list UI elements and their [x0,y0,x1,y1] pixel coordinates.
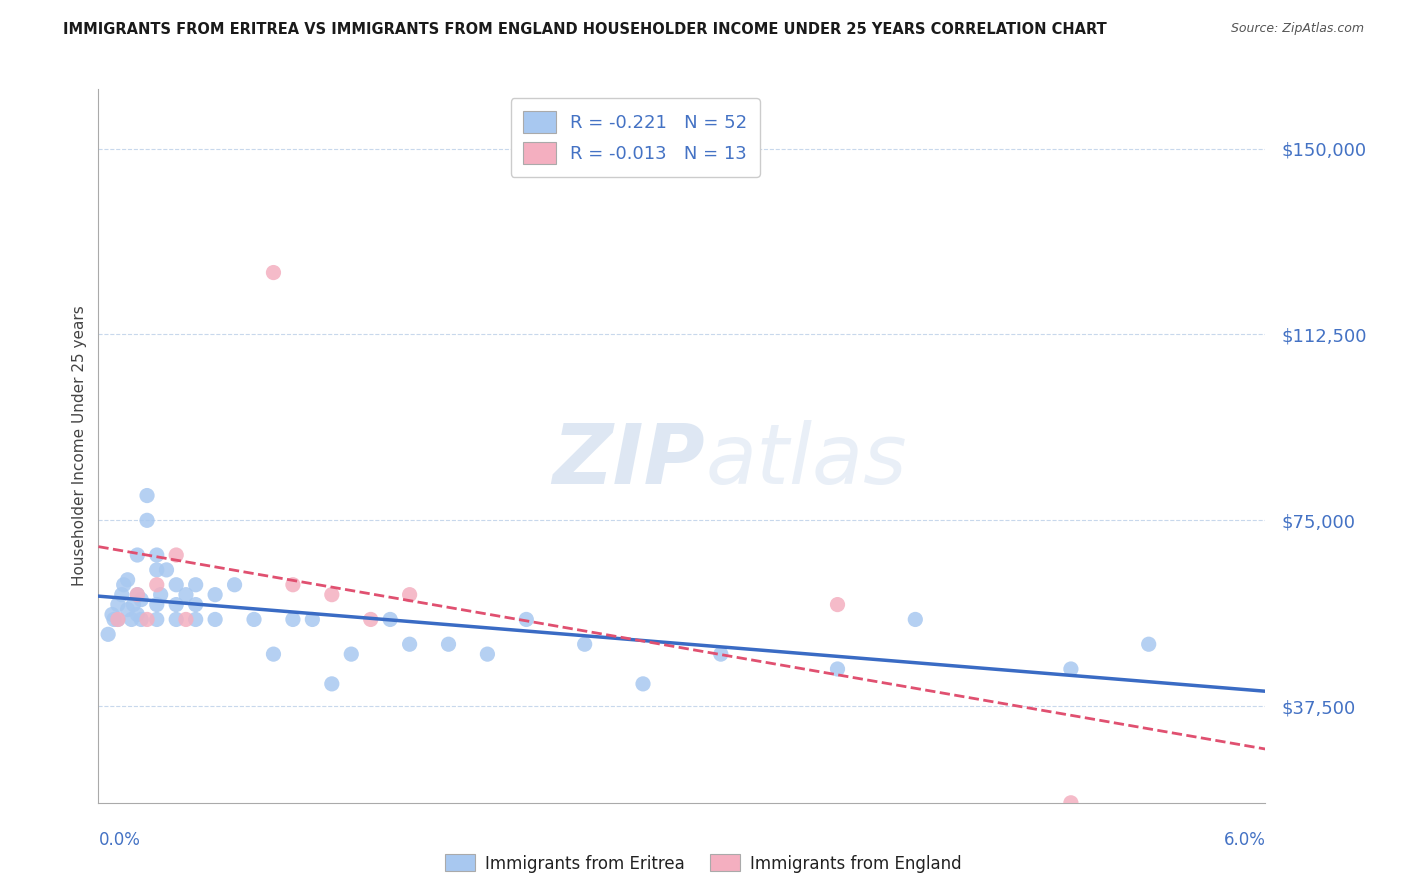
Y-axis label: Householder Income Under 25 years: Householder Income Under 25 years [72,306,87,586]
Point [146,598,169,612]
Point [340,647,363,661]
Point [111,588,134,602]
Point [262,647,284,661]
Point [437,637,460,651]
Point [165,578,187,592]
Point [243,612,266,626]
Point [184,612,207,626]
Point [301,612,323,626]
Point [1060,796,1083,810]
Point [574,637,596,651]
Point [149,588,172,602]
Point [146,578,169,592]
Point [631,677,654,691]
Point [127,588,149,602]
Point [117,602,139,616]
Point [204,588,226,602]
Point [827,662,849,676]
Point [262,266,284,280]
Point [477,647,499,661]
Point [146,548,169,562]
Legend: Immigrants from Eritrea, Immigrants from England: Immigrants from Eritrea, Immigrants from… [439,847,967,880]
Point [107,612,129,626]
Point [165,612,187,626]
Text: IMMIGRANTS FROM ERITREA VS IMMIGRANTS FROM ENGLAND HOUSEHOLDER INCOME UNDER 25 Y: IMMIGRANTS FROM ERITREA VS IMMIGRANTS FR… [63,22,1107,37]
Point [127,607,149,622]
Text: atlas: atlas [706,420,907,500]
Point [117,573,139,587]
Legend: R = -0.221   N = 52, R = -0.013   N = 13: R = -0.221 N = 52, R = -0.013 N = 13 [510,98,759,177]
Point [97,627,120,641]
Point [129,592,152,607]
Point [827,598,849,612]
Point [281,612,304,626]
Point [146,612,169,626]
Point [1137,637,1160,651]
Point [321,677,343,691]
Point [904,612,927,626]
Point [281,578,304,592]
Text: 6.0%: 6.0% [1223,831,1265,849]
Point [103,612,125,626]
Point [360,612,382,626]
Point [101,607,124,622]
Point [121,612,143,626]
Point [107,598,129,612]
Text: ZIP: ZIP [553,420,706,500]
Point [122,598,145,612]
Point [136,513,159,527]
Point [165,548,187,562]
Point [204,612,226,626]
Point [174,588,197,602]
Point [380,612,402,626]
Point [224,578,246,592]
Point [1060,662,1083,676]
Point [398,637,420,651]
Point [321,588,343,602]
Point [710,647,733,661]
Point [112,578,135,592]
Point [136,489,159,503]
Point [129,612,152,626]
Point [174,612,197,626]
Point [155,563,177,577]
Point [127,588,149,602]
Text: 0.0%: 0.0% [98,831,141,849]
Text: Source: ZipAtlas.com: Source: ZipAtlas.com [1230,22,1364,36]
Point [146,563,169,577]
Point [184,598,207,612]
Point [127,548,149,562]
Point [165,598,187,612]
Point [107,612,129,626]
Point [398,588,420,602]
Point [184,578,207,592]
Point [515,612,537,626]
Point [136,612,159,626]
